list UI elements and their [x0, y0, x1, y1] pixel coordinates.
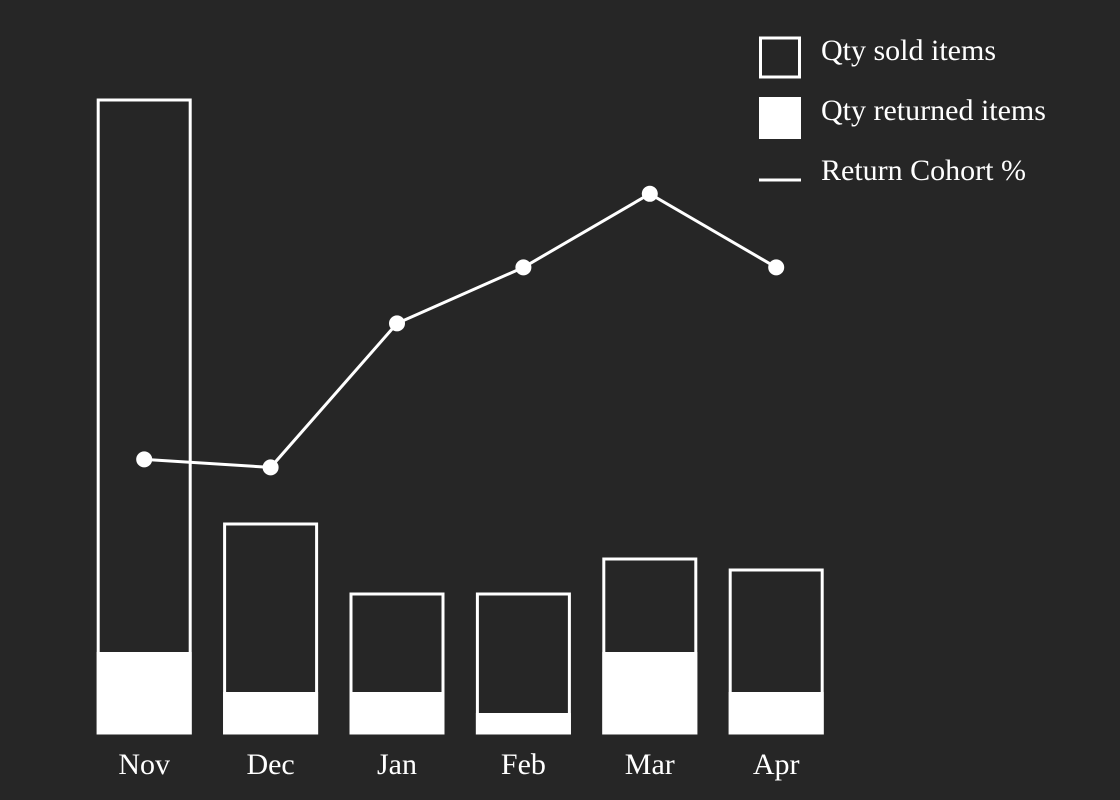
- x-tick-label: Dec: [246, 748, 294, 781]
- legend-swatch: [759, 97, 801, 139]
- line-point: [515, 259, 532, 276]
- x-tick-label: Feb: [501, 748, 546, 781]
- legend-swatch: [759, 36, 801, 79]
- x-tick-label: Apr: [753, 748, 800, 781]
- returned-bar: [96, 652, 192, 735]
- returned-bar: [349, 692, 445, 735]
- returned-bar: [223, 692, 319, 735]
- line-point: [768, 259, 785, 276]
- legend-label: Qty sold items: [821, 34, 996, 67]
- line-point: [389, 315, 405, 332]
- line-point: [641, 185, 658, 202]
- x-tick-label: Nov: [118, 748, 170, 781]
- line-point: [262, 459, 279, 476]
- line: [144, 192, 777, 469]
- legend-label: Qty returned items: [821, 94, 1046, 127]
- legend-label: Return Cohort %: [821, 154, 1026, 187]
- returned-bar: [475, 713, 571, 735]
- line-point: [136, 451, 153, 468]
- x-tick-label: Jan: [377, 748, 417, 781]
- returned-bar: [602, 652, 698, 735]
- returned-bar: [728, 692, 824, 735]
- x-tick-label: Mar: [625, 748, 675, 781]
